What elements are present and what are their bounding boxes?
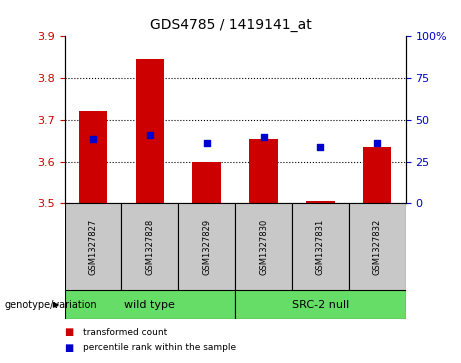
Text: transformed count: transformed count — [83, 328, 167, 337]
Bar — [121, 203, 178, 290]
Bar — [363, 147, 391, 203]
Point — [203, 140, 210, 146]
Bar — [136, 59, 164, 203]
Text: GSM1327830: GSM1327830 — [259, 219, 268, 275]
Bar — [235, 290, 406, 319]
Point — [260, 134, 267, 140]
Text: GSM1327831: GSM1327831 — [316, 219, 325, 275]
Text: ■: ■ — [65, 327, 74, 337]
Bar — [79, 111, 107, 203]
Text: GDS4785 / 1419141_at: GDS4785 / 1419141_at — [150, 18, 311, 32]
Text: genotype/variation: genotype/variation — [5, 300, 97, 310]
Bar — [306, 201, 335, 203]
Bar — [249, 139, 278, 203]
Bar — [65, 290, 235, 319]
Text: ■: ■ — [65, 343, 74, 353]
Bar — [292, 203, 349, 290]
Text: GSM1327827: GSM1327827 — [89, 219, 97, 275]
Text: GSM1327829: GSM1327829 — [202, 219, 211, 275]
Text: GSM1327832: GSM1327832 — [373, 219, 382, 275]
Point — [146, 132, 154, 138]
Point — [89, 136, 97, 142]
Bar — [235, 203, 292, 290]
Text: wild type: wild type — [124, 300, 175, 310]
Bar — [65, 203, 121, 290]
Point — [317, 144, 324, 150]
Point — [373, 140, 381, 146]
Text: GSM1327828: GSM1327828 — [145, 219, 154, 275]
Text: percentile rank within the sample: percentile rank within the sample — [83, 343, 236, 352]
Bar — [349, 203, 406, 290]
Bar — [193, 162, 221, 203]
Text: SRC-2 null: SRC-2 null — [292, 300, 349, 310]
Bar — [178, 203, 235, 290]
